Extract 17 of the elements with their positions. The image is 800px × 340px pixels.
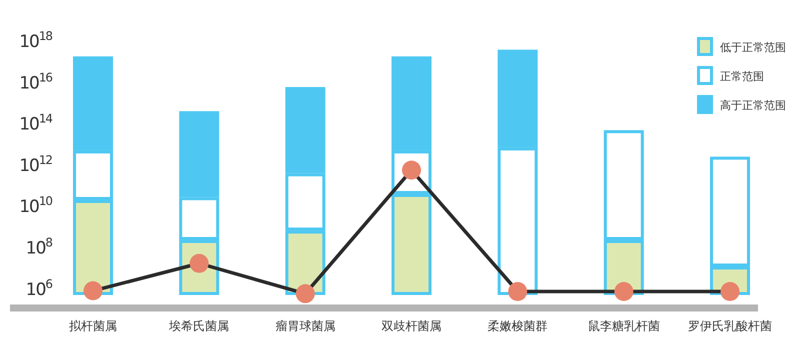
x-tick-label: 柔嫩梭菌群 bbox=[488, 319, 548, 333]
x-tick-label: 罗伊氏乳酸杆菌 bbox=[688, 319, 772, 333]
x-tick-label: 双歧杆菌属 bbox=[382, 319, 442, 333]
y-tick-label: 10$^{6}$ bbox=[26, 276, 52, 300]
y-tick-label: 10$^{18}$ bbox=[19, 29, 52, 52]
x-tick-label: 拟杆菌属 bbox=[69, 319, 117, 333]
x-tick-label: 鼠李糖乳杆菌 bbox=[588, 319, 660, 333]
y-tick-label: 10$^{12}$ bbox=[19, 152, 52, 176]
legend-label: 正常范围 bbox=[720, 70, 764, 83]
y-tick-label: 10$^{16}$ bbox=[19, 70, 52, 94]
x-tick-label: 埃希氏菌属 bbox=[168, 319, 230, 333]
y-tick-label: 10$^{14}$ bbox=[19, 112, 52, 135]
x-tick-label: 瘤胃球菌属 bbox=[275, 319, 336, 333]
y-tick-label: 10$^{8}$ bbox=[26, 235, 52, 258]
y-tick-label: 10$^{10}$ bbox=[19, 194, 52, 218]
legend-label: 高于正常范围 bbox=[720, 99, 786, 112]
legend-label: 低于正常范围 bbox=[720, 41, 786, 54]
